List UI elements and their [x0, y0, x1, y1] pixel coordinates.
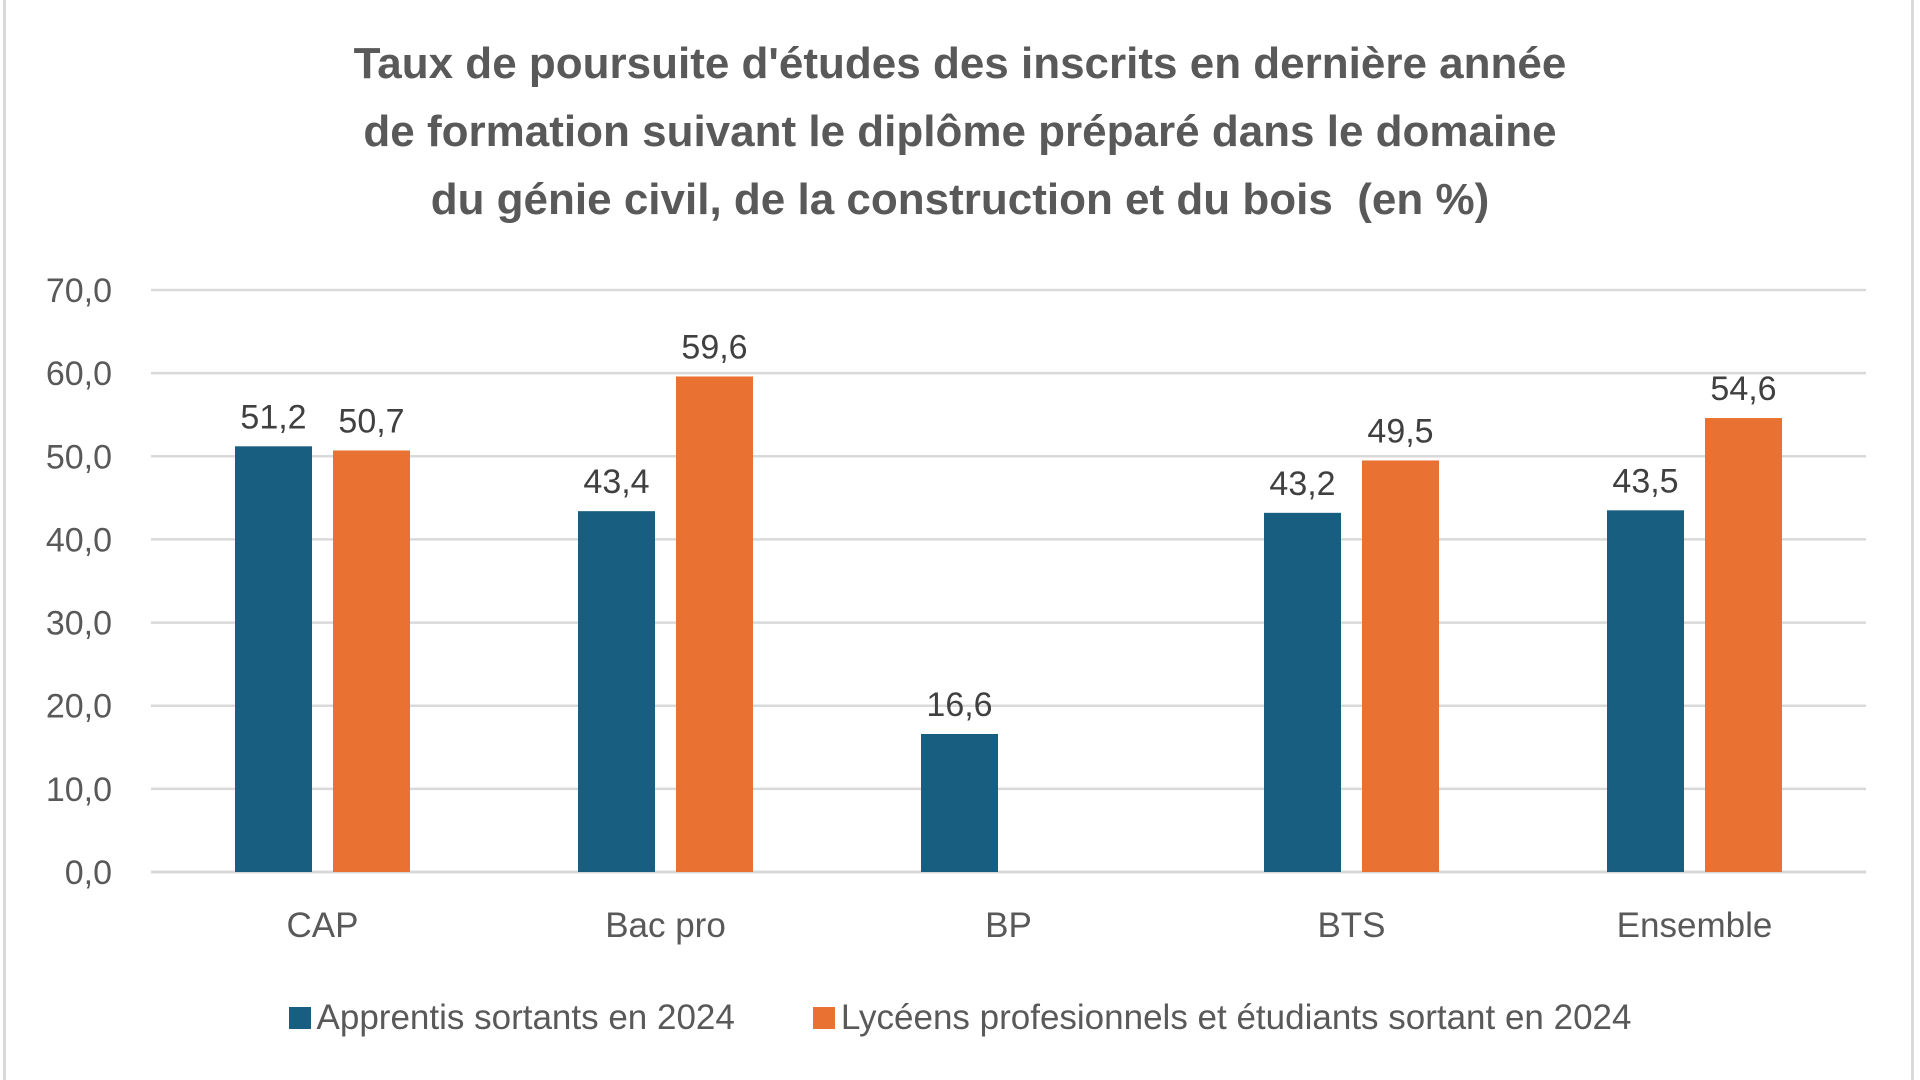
chart-frame — [3, 0, 1914, 1080]
x-tick-label: BP — [985, 906, 1032, 945]
legend-item-apprentis: Apprentis sortants en 2024 — [288, 998, 735, 1038]
bar-lyceens — [676, 376, 753, 872]
x-tick-label: Ensemble — [1617, 906, 1773, 945]
x-tick-label: CAP — [287, 906, 359, 945]
bar-lyceens — [1362, 460, 1439, 872]
y-tick-label: 60,0 — [46, 355, 112, 393]
bar-apprentis — [1264, 512, 1341, 872]
legend-swatch-lyceens — [812, 1007, 835, 1029]
bar-apprentis — [235, 446, 312, 872]
chart-title-line-1: Taux de poursuite d'études des inscrits … — [353, 39, 1567, 88]
chart-title-line-3: du génie civil, de la construction et du… — [430, 175, 1490, 224]
legend-label-apprentis: Apprentis sortants en 2024 — [316, 998, 735, 1037]
data-label: 43,4 — [583, 463, 649, 501]
y-tick-label: 10,0 — [46, 771, 112, 809]
data-label: 50,7 — [338, 402, 404, 440]
bar-lyceens — [1705, 418, 1782, 872]
y-tick-label: 20,0 — [46, 688, 112, 726]
data-label: 59,6 — [681, 328, 747, 366]
y-tick-label: 30,0 — [46, 605, 112, 643]
y-tick-label: 0,0 — [65, 854, 112, 892]
chart-legend: Apprentis sortants en 2024 Lycéens profe… — [0, 998, 1920, 1038]
bar-apprentis — [921, 733, 998, 872]
bar-apprentis — [578, 511, 655, 872]
data-label: 51,2 — [240, 398, 306, 436]
y-tick-label: 70,0 — [46, 272, 112, 310]
chart-title-line-2: de formation suivant le diplôme préparé … — [363, 107, 1557, 156]
legend-item-lyceens: Lycéens profesionnels et étudiants sorta… — [812, 998, 1632, 1038]
y-tick-label: 50,0 — [46, 438, 112, 476]
bar-apprentis — [1607, 510, 1684, 872]
x-tick-label: BTS — [1317, 906, 1385, 945]
data-label: 43,2 — [1269, 465, 1335, 503]
data-label: 16,6 — [926, 686, 992, 724]
legend-swatch-apprentis — [288, 1007, 311, 1029]
chart-title: Taux de poursuite d'études des inscrits … — [0, 30, 1920, 234]
bar-lyceens — [333, 450, 410, 872]
y-tick-label: 40,0 — [46, 521, 112, 559]
legend-label-lyceens: Lycéens profesionnels et étudiants sorta… — [840, 998, 1632, 1037]
data-label: 43,5 — [1612, 462, 1678, 500]
x-tick-label: Bac pro — [605, 906, 726, 945]
data-label: 49,5 — [1367, 412, 1433, 450]
data-label: 54,6 — [1710, 370, 1776, 408]
